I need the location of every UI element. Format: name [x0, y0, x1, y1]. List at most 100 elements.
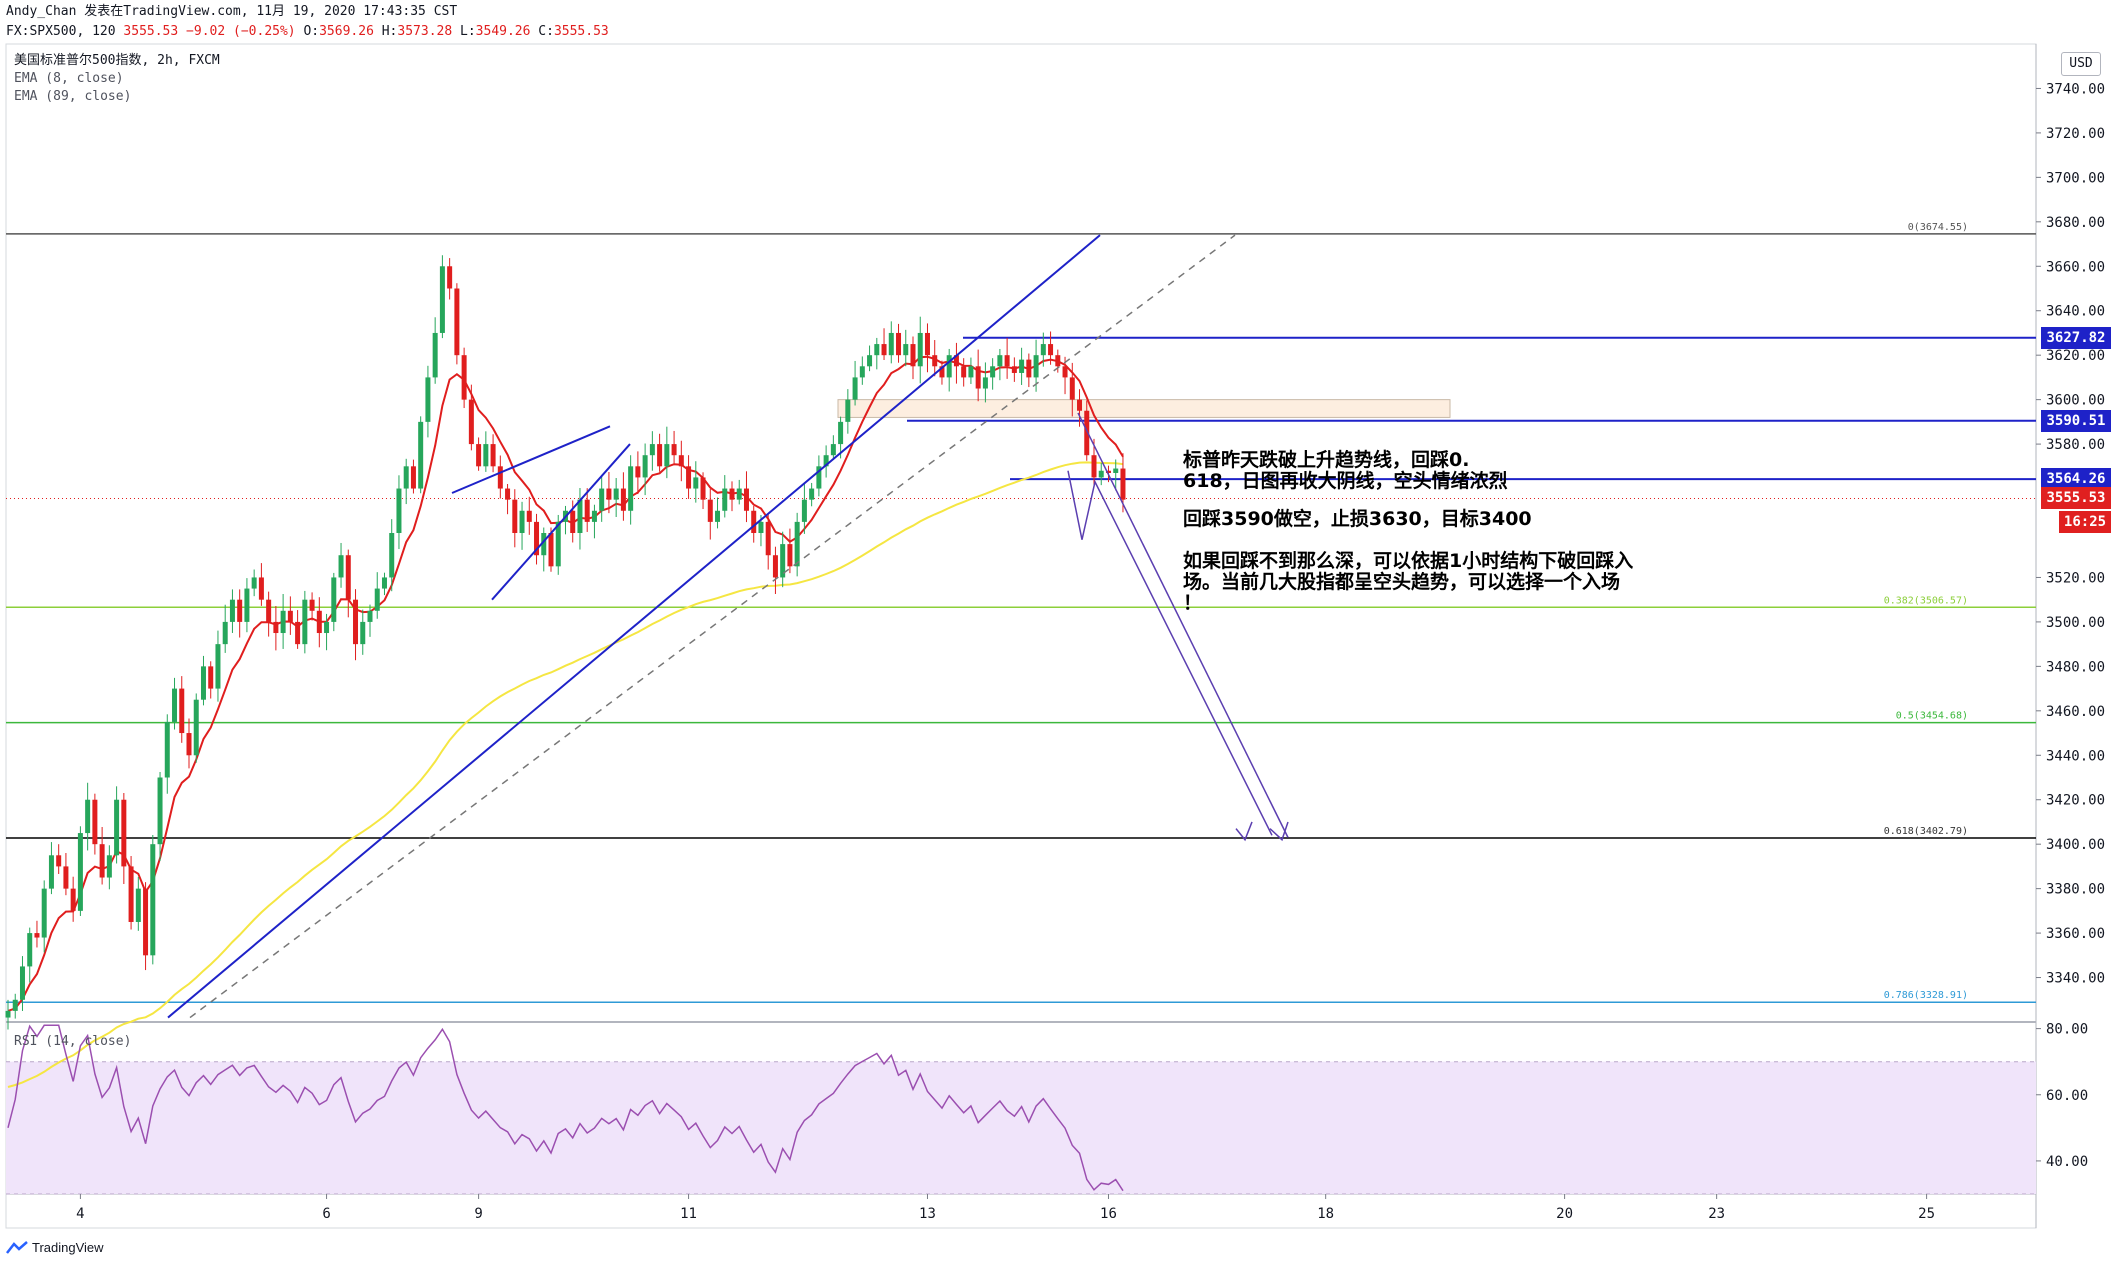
candle[interactable] [425, 377, 431, 422]
candle[interactable] [635, 466, 641, 478]
candle[interactable] [620, 488, 626, 511]
candle[interactable] [439, 266, 445, 333]
candle[interactable] [461, 355, 467, 400]
candle[interactable] [193, 699, 199, 756]
candle[interactable] [157, 777, 163, 845]
candle[interactable] [280, 610, 286, 634]
candle[interactable] [982, 377, 988, 389]
candle[interactable] [924, 332, 930, 356]
candle[interactable] [606, 488, 612, 500]
candle[interactable] [1055, 355, 1061, 367]
candle[interactable] [642, 455, 648, 478]
wedge-lower-line[interactable] [491, 443, 631, 601]
candle[interactable] [990, 366, 996, 378]
candle[interactable] [975, 366, 981, 389]
candle[interactable] [1011, 366, 1017, 373]
candle[interactable] [707, 499, 713, 522]
candle[interactable] [1040, 344, 1046, 356]
candle[interactable] [483, 444, 489, 467]
candle[interactable] [1026, 359, 1032, 378]
candle[interactable] [490, 444, 496, 467]
candle[interactable] [801, 499, 807, 522]
candle[interactable] [367, 610, 373, 622]
parallel-dashed-line[interactable] [189, 234, 1236, 1019]
candle[interactable] [772, 555, 778, 578]
candle[interactable] [410, 466, 416, 489]
candle[interactable] [519, 510, 525, 533]
candle[interactable] [476, 444, 482, 467]
candle[interactable] [1120, 468, 1126, 500]
candle[interactable] [570, 510, 576, 533]
candle[interactable] [1048, 344, 1054, 356]
candle[interactable] [200, 666, 206, 700]
candle[interactable] [273, 621, 279, 634]
candle[interactable] [555, 521, 561, 567]
candle[interactable] [1019, 359, 1025, 373]
candle[interactable] [237, 599, 243, 622]
candle[interactable] [85, 799, 91, 834]
legend-main-series[interactable]: 美国标准普尔500指数, 2h, FXCM [14, 53, 220, 68]
candle[interactable] [867, 355, 873, 367]
candle[interactable] [505, 488, 511, 500]
candle[interactable] [295, 621, 301, 645]
candle[interactable] [1004, 355, 1010, 367]
candle[interactable] [70, 888, 76, 911]
candle[interactable] [852, 377, 858, 400]
candle[interactable] [128, 866, 134, 922]
wedge-upper-line[interactable] [451, 425, 611, 494]
candle[interactable] [374, 588, 380, 611]
candle[interactable] [1113, 468, 1119, 473]
candle[interactable] [743, 488, 749, 511]
candle[interactable] [657, 444, 663, 467]
candle[interactable] [34, 933, 40, 938]
projection-arrow-1[interactable] [1067, 470, 1273, 836]
candle[interactable] [1105, 470, 1111, 473]
candle[interactable] [432, 332, 438, 378]
candle[interactable] [932, 355, 938, 367]
candle[interactable] [150, 844, 156, 956]
candle[interactable] [910, 344, 916, 367]
candle[interactable] [874, 344, 880, 356]
candle[interactable] [649, 444, 655, 456]
candle[interactable] [997, 355, 1003, 367]
candle[interactable] [418, 421, 424, 489]
candle[interactable] [526, 510, 532, 522]
candle[interactable] [1091, 455, 1097, 478]
legend-ema-fast[interactable]: EMA (8, close) [14, 71, 124, 86]
currency-button[interactable]: USD [2061, 52, 2101, 76]
candle[interactable] [830, 444, 836, 456]
candle[interactable] [331, 577, 337, 622]
annotation-text-3[interactable]: 如果回踩不到那么深，可以依据1小时结构下破回踩入 场。当前几大股指都呈空头趋势，… [1183, 551, 1673, 614]
candle[interactable] [345, 555, 351, 600]
candle[interactable] [222, 621, 228, 645]
candle[interactable] [765, 521, 771, 556]
candle[interactable] [41, 888, 47, 938]
candle[interactable] [548, 533, 554, 567]
candle[interactable] [512, 499, 518, 533]
candle[interactable] [591, 510, 597, 522]
candle[interactable] [338, 555, 344, 578]
candle[interactable] [381, 577, 387, 589]
candle[interactable] [686, 466, 692, 489]
candle[interactable] [859, 366, 865, 378]
candle[interactable] [99, 844, 105, 878]
annotation-text-2[interactable]: 回踩3590做空，止损3630，目标3400 [1183, 509, 1673, 530]
candle[interactable] [1062, 366, 1068, 378]
candle[interactable] [939, 366, 945, 378]
candle[interactable] [816, 466, 822, 489]
candle[interactable] [121, 799, 127, 867]
candle[interactable] [613, 488, 619, 500]
candle[interactable] [700, 477, 706, 500]
candle[interactable] [497, 466, 503, 489]
candle[interactable] [1077, 399, 1083, 411]
candle[interactable] [215, 644, 221, 689]
candle[interactable] [316, 610, 322, 634]
candle[interactable] [324, 621, 330, 634]
candle[interactable] [953, 355, 959, 367]
candle[interactable] [758, 521, 764, 533]
supply-zone-box[interactable] [837, 399, 1451, 418]
candle[interactable] [845, 399, 851, 422]
rsi-line[interactable] [7, 1024, 1124, 1192]
candle[interactable] [903, 344, 909, 356]
